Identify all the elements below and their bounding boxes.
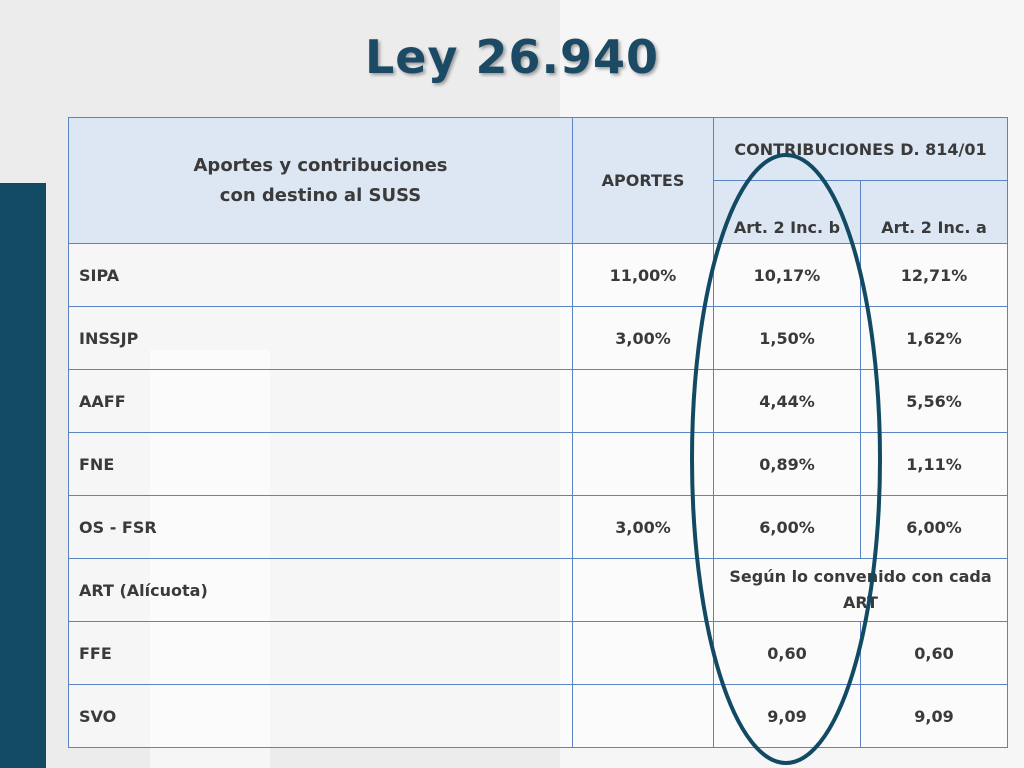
row-aportes [572, 558, 714, 622]
row-label: ART (Alícuota) [68, 558, 573, 622]
row-label: AAFF [68, 369, 573, 433]
row-aportes: 3,00% [572, 495, 714, 559]
table-header-row: Aportes y contribuciones con destino al … [68, 117, 1009, 244]
table-row: SVO 9,09 9,09 [68, 684, 1009, 748]
table-row: SIPA 11,00% 10,17% 12,71% [68, 243, 1009, 307]
header-contribuciones: CONTRIBUCIONES D. 814/01 [712, 117, 1009, 181]
table-row: OS - FSR 3,00% 6,00% 6,00% [68, 495, 1009, 559]
header-concept-line1: Aportes y contribuciones [193, 154, 448, 176]
header-concept: Aportes y contribuciones con destino al … [68, 117, 573, 244]
header-inc-b: Art. 2 Inc. b [713, 180, 861, 244]
row-label: FFE [68, 621, 573, 685]
row-merged-note: Según lo convenido con cada ART [712, 558, 1009, 622]
row-inc-a: 1,62% [859, 306, 1009, 370]
row-inc-b: 0,60 [713, 621, 861, 685]
header-concept-line2: con destino al SUSS [219, 184, 422, 206]
row-label: SIPA [68, 243, 573, 307]
row-aportes [572, 369, 714, 433]
row-aportes: 3,00% [572, 306, 714, 370]
table-row: AAFF 4,44% 5,56% [68, 369, 1009, 433]
row-inc-a: 0,60 [859, 621, 1009, 685]
table-row: ART (Alícuota) Según lo convenido con ca… [68, 558, 1009, 622]
row-inc-b: 9,09 [713, 684, 861, 748]
header-inc-a: Art. 2 Inc. a [859, 180, 1009, 244]
row-inc-a: 12,71% [859, 243, 1009, 307]
row-inc-b: 6,00% [713, 495, 861, 559]
table-row: FFE 0,60 0,60 [68, 621, 1009, 685]
row-aportes [572, 684, 714, 748]
row-aportes [572, 432, 714, 496]
row-inc-b: 10,17% [713, 243, 861, 307]
row-label: SVO [68, 684, 573, 748]
side-accent-bar [0, 183, 46, 768]
row-inc-a: 6,00% [859, 495, 1009, 559]
row-label: FNE [68, 432, 573, 496]
row-inc-b: 4,44% [713, 369, 861, 433]
row-aportes: 11,00% [572, 243, 714, 307]
row-inc-a: 9,09 [859, 684, 1009, 748]
row-inc-a: 5,56% [859, 369, 1009, 433]
row-label: OS - FSR [68, 495, 573, 559]
header-aportes: APORTES [572, 117, 714, 244]
row-label: INSSJP [68, 306, 573, 370]
page-title: Ley 26.940 [364, 30, 660, 84]
table-row: INSSJP 3,00% 1,50% 1,62% [68, 306, 1009, 370]
row-inc-a: 1,11% [859, 432, 1009, 496]
row-inc-b: 1,50% [713, 306, 861, 370]
contributions-table: Aportes y contribuciones con destino al … [68, 117, 1009, 748]
row-aportes [572, 621, 714, 685]
table-row: FNE 0,89% 1,11% [68, 432, 1009, 496]
row-inc-b: 0,89% [713, 432, 861, 496]
